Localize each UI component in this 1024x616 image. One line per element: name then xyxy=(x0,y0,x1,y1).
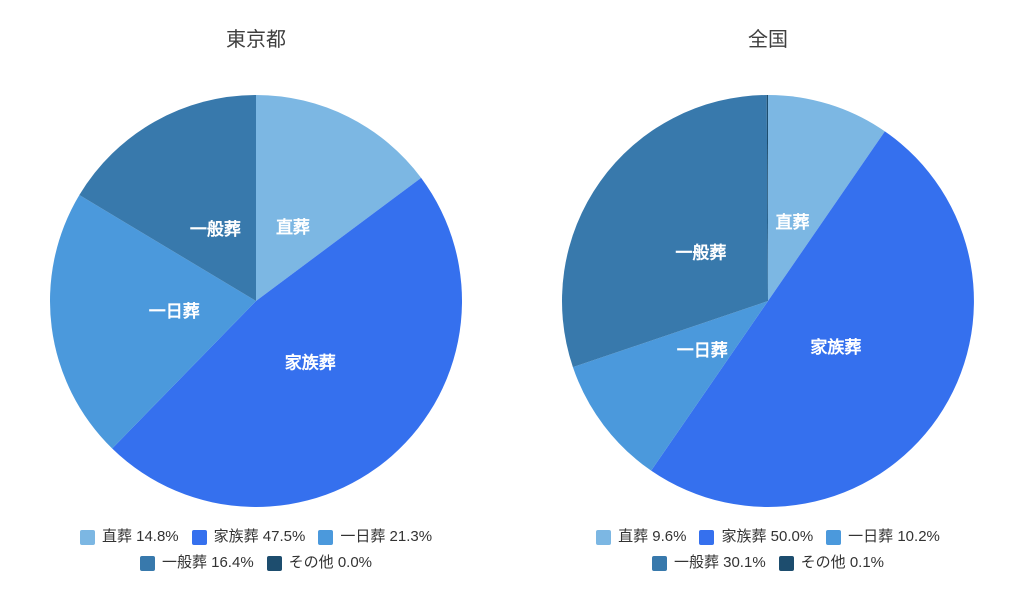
pie-slice-label-一般葬: 一般葬 xyxy=(190,219,241,239)
legend-swatch-一般葬 xyxy=(651,555,667,571)
legend-item-その他: その他 0.0% xyxy=(266,553,373,573)
legend-swatch-一日葬 xyxy=(318,529,334,545)
legend-label-一日葬: 一日葬 10.2% xyxy=(848,528,940,545)
pie-slice-家族葬 xyxy=(651,131,974,507)
pie-slice-直葬 xyxy=(256,95,422,301)
legend-item-家族葬: 家族葬 47.5% xyxy=(191,527,306,547)
legend-label-直葬: 直葬 14.8% xyxy=(101,528,179,545)
legend-item-一般葬: 一般葬 30.1% xyxy=(651,553,766,573)
legend-row: 一般葬 30.1% その他 0.1% xyxy=(651,553,885,573)
pie-slice-label-家族葬: 家族葬 xyxy=(285,352,336,372)
legend-tokyo: 直葬 14.8% 家族葬 47.5% 一日葬 21.3% 一般葬 16.4% その他 0… xyxy=(79,527,432,573)
legend-label-直葬: 直葬 9.6% xyxy=(618,528,687,545)
chart-tokyo: 東京都 直葬家族葬 一日葬 一般葬 直葬 14.8% 家族葬 47.5% 一日葬 21.… xyxy=(50,29,462,573)
legend-item-一日葬: 一日葬 21.3% xyxy=(318,527,432,547)
pie-slice-label-一般葬: 一般葬 xyxy=(675,243,726,263)
legend-national: 直葬 9.6% 家族葬 50.0% 一日葬 10.2% 一般葬 30.1% その他 0.… xyxy=(596,527,940,573)
legend-swatch-家族葬 xyxy=(699,529,715,545)
legend-swatch-直葬 xyxy=(79,529,95,545)
legend-label-家族葬: 家族葬 47.5% xyxy=(213,528,306,545)
legend-item-直葬: 直葬 14.8% xyxy=(79,527,179,547)
pie-slice-label-直葬: 直葬 xyxy=(775,212,809,232)
legend-row: 一般葬 16.4% その他 0.0% xyxy=(139,553,373,573)
pie-slice-一般葬 xyxy=(79,95,256,301)
legend-row: 直葬 9.6% 家族葬 50.0% 一日葬 10.2% xyxy=(596,527,940,547)
legend-label-一般葬: 一般葬 30.1% xyxy=(673,554,766,571)
legend-item-その他: その他 0.1% xyxy=(778,553,885,573)
legend-label-家族葬: 家族葬 50.0% xyxy=(721,528,814,545)
chart-national: 全国 直葬家族葬 一日葬 一般葬 直葬 9.6% 家族葬 50.0% 一日葬 10.2%… xyxy=(512,0,1024,616)
pie-slice-label-家族葬: 家族葬 xyxy=(810,337,861,357)
legend-swatch-一日葬 xyxy=(826,529,842,545)
pie-slice-label-一日葬: 一日葬 xyxy=(149,302,200,321)
pie-slice-label-一日葬: 一日葬 xyxy=(677,341,728,360)
legend-swatch-家族葬 xyxy=(191,529,207,545)
pie-slice-一般葬 xyxy=(562,95,768,368)
pie-slice-一日葬 xyxy=(572,301,768,471)
legend-label-その他: その他 0.1% xyxy=(800,554,885,571)
pie-slice-一日葬 xyxy=(50,195,256,449)
legend-item-直葬: 直葬 9.6% xyxy=(596,527,686,547)
pie-slice-家族葬 xyxy=(112,177,462,507)
chart-title-national: 全国 xyxy=(748,29,788,51)
chart-title-tokyo: 東京都 xyxy=(226,29,286,51)
legend-item-家族葬: 家族葬 50.0% xyxy=(699,527,813,547)
legend-item-一般葬: 一般葬 16.4% xyxy=(139,553,254,573)
legend-label-その他: その他 0.0% xyxy=(288,554,373,571)
pie-slice-label-直葬: 直葬 xyxy=(276,217,310,237)
legend-swatch-直葬 xyxy=(596,529,612,545)
legend-swatch-その他 xyxy=(778,555,794,571)
legend-item-一日葬: 一日葬 10.2% xyxy=(826,527,940,547)
legend-swatch-一般葬 xyxy=(139,555,155,571)
legend-swatch-その他 xyxy=(266,555,282,571)
legend-row: 直葬 14.8% 家族葬 47.5% 一日葬 21.3% xyxy=(79,527,432,547)
legend-label-一般葬: 一般葬 16.4% xyxy=(161,554,254,571)
legend-label-一日葬: 一日葬 21.3% xyxy=(340,528,433,545)
pie-slice-直葬 xyxy=(768,95,885,301)
